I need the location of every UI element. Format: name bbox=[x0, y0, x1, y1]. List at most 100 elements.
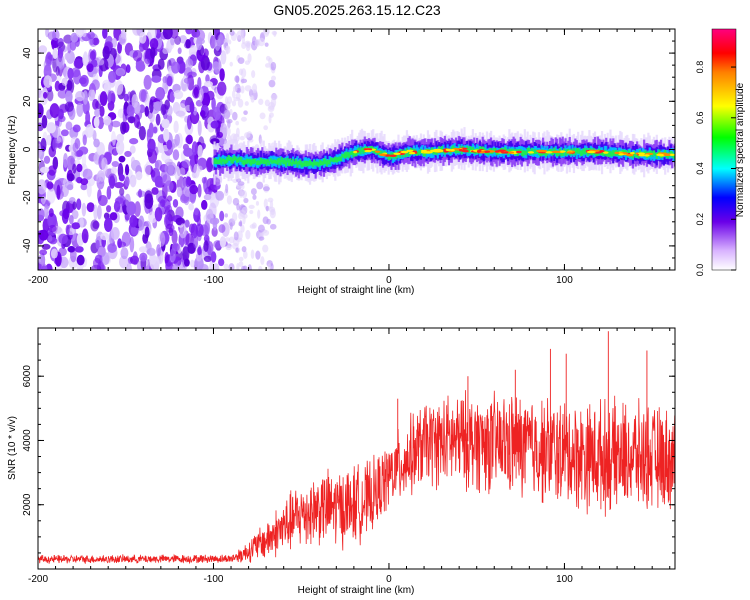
ridge-segment bbox=[289, 158, 292, 165]
noise-blob bbox=[118, 255, 129, 269]
noise-blob bbox=[123, 93, 129, 102]
colorbar-tick-label: 0.0 bbox=[695, 264, 705, 277]
ridge-segment bbox=[296, 161, 299, 168]
noise-blob bbox=[226, 195, 232, 205]
noise-blob bbox=[188, 203, 194, 211]
noise-blob bbox=[224, 237, 231, 242]
noise-blob bbox=[80, 183, 88, 191]
ridge-segment bbox=[335, 157, 338, 163]
noise-blob bbox=[197, 183, 202, 198]
colorbar: 0.0 0.2 0.4 0.6 0.8 Normalized spectral ampl… bbox=[695, 28, 746, 277]
ridge-peak bbox=[423, 151, 433, 154]
noise-blob bbox=[185, 134, 193, 145]
noise-blob bbox=[244, 40, 251, 47]
noise-blob bbox=[194, 256, 204, 270]
noise-blob bbox=[162, 47, 169, 55]
x-tick-label: -200 bbox=[28, 275, 48, 286]
ridge-peak bbox=[551, 150, 561, 153]
ridge-peak bbox=[614, 151, 620, 155]
noise-blob bbox=[248, 204, 255, 210]
noise-blob bbox=[57, 89, 68, 99]
noise-blob bbox=[203, 81, 214, 88]
ridge-segment bbox=[297, 160, 300, 165]
ridge-segment bbox=[238, 158, 241, 165]
noise-blob bbox=[226, 118, 233, 124]
ridge-segment bbox=[226, 156, 229, 163]
ridge-segment bbox=[338, 156, 341, 161]
ridge-segment bbox=[422, 150, 425, 157]
ridge-segment bbox=[234, 156, 237, 161]
colorbar-label: Normalized spectral amplitude bbox=[735, 82, 746, 217]
noise-blob bbox=[158, 232, 166, 247]
ridge-segment bbox=[278, 157, 281, 169]
noise-blob bbox=[237, 181, 245, 186]
noise-blob bbox=[46, 89, 54, 102]
ridge-segment bbox=[652, 150, 656, 155]
noise-blob bbox=[251, 222, 257, 229]
ridge-segment bbox=[563, 148, 566, 153]
noise-blob bbox=[124, 164, 130, 176]
ridge-segment bbox=[584, 149, 587, 155]
noise-blob bbox=[115, 67, 126, 77]
noise-blob bbox=[175, 110, 186, 117]
noise-blob bbox=[137, 188, 143, 198]
noise-blob bbox=[131, 94, 139, 109]
noise-blob bbox=[204, 220, 210, 236]
noise-blob bbox=[43, 204, 49, 219]
noise-blob bbox=[47, 235, 53, 242]
ridge-segment bbox=[265, 159, 268, 166]
ridge-segment bbox=[273, 159, 277, 164]
ridge-segment bbox=[341, 153, 344, 158]
ridge-segment bbox=[303, 160, 306, 167]
ridge-segment bbox=[223, 158, 226, 165]
ridge-segment bbox=[595, 151, 598, 157]
noise-blob bbox=[192, 84, 200, 96]
x-tick-label: -100 bbox=[203, 574, 223, 585]
ridge-segment bbox=[348, 152, 351, 159]
noise-blob bbox=[79, 217, 84, 228]
ridge-segment bbox=[247, 159, 250, 163]
ridge-segment bbox=[352, 151, 355, 158]
noise-blob bbox=[98, 172, 106, 182]
ridge-segment bbox=[494, 149, 497, 157]
ridge-segment bbox=[478, 146, 482, 152]
noise-blob bbox=[144, 226, 150, 239]
noise-blob bbox=[256, 181, 264, 190]
spectrogram-y-label: Frequency (Hz) bbox=[7, 116, 18, 185]
noise-blob bbox=[175, 217, 185, 226]
noise-blob bbox=[196, 36, 203, 51]
ridge-segment bbox=[294, 159, 298, 165]
noise-blob bbox=[237, 57, 245, 64]
ridge-segment bbox=[272, 159, 275, 164]
noise-blob bbox=[148, 122, 154, 138]
noise-blob bbox=[111, 130, 117, 146]
ridge-segment bbox=[235, 158, 239, 163]
noise-blob bbox=[257, 209, 261, 219]
noise-blob bbox=[100, 232, 110, 241]
ridge-segment bbox=[452, 145, 455, 152]
ridge-segment bbox=[358, 147, 361, 153]
noise-blob bbox=[89, 37, 94, 46]
noise-blob bbox=[259, 112, 266, 120]
ridge-segment bbox=[230, 157, 233, 164]
ridge-segment bbox=[672, 153, 675, 159]
noise-blob bbox=[258, 236, 265, 241]
noise-blob bbox=[235, 92, 241, 100]
ridge-segment bbox=[217, 154, 220, 165]
ridge-peak bbox=[559, 150, 566, 153]
noise-blob bbox=[86, 182, 92, 198]
noise-blob bbox=[134, 201, 141, 217]
noise-blob bbox=[54, 80, 61, 92]
noise-blob bbox=[149, 110, 155, 123]
ridge-segment bbox=[287, 160, 291, 167]
ridge-segment bbox=[307, 161, 310, 167]
noise-blob bbox=[235, 75, 240, 84]
noise-blob bbox=[269, 112, 274, 118]
noise-blob bbox=[244, 132, 250, 139]
ridge-segment bbox=[411, 148, 414, 155]
ridge-segment bbox=[264, 159, 267, 165]
noise-blob bbox=[119, 187, 125, 196]
noise-blob bbox=[124, 176, 130, 188]
ridge-segment bbox=[415, 144, 418, 156]
noise-blob bbox=[270, 61, 277, 71]
